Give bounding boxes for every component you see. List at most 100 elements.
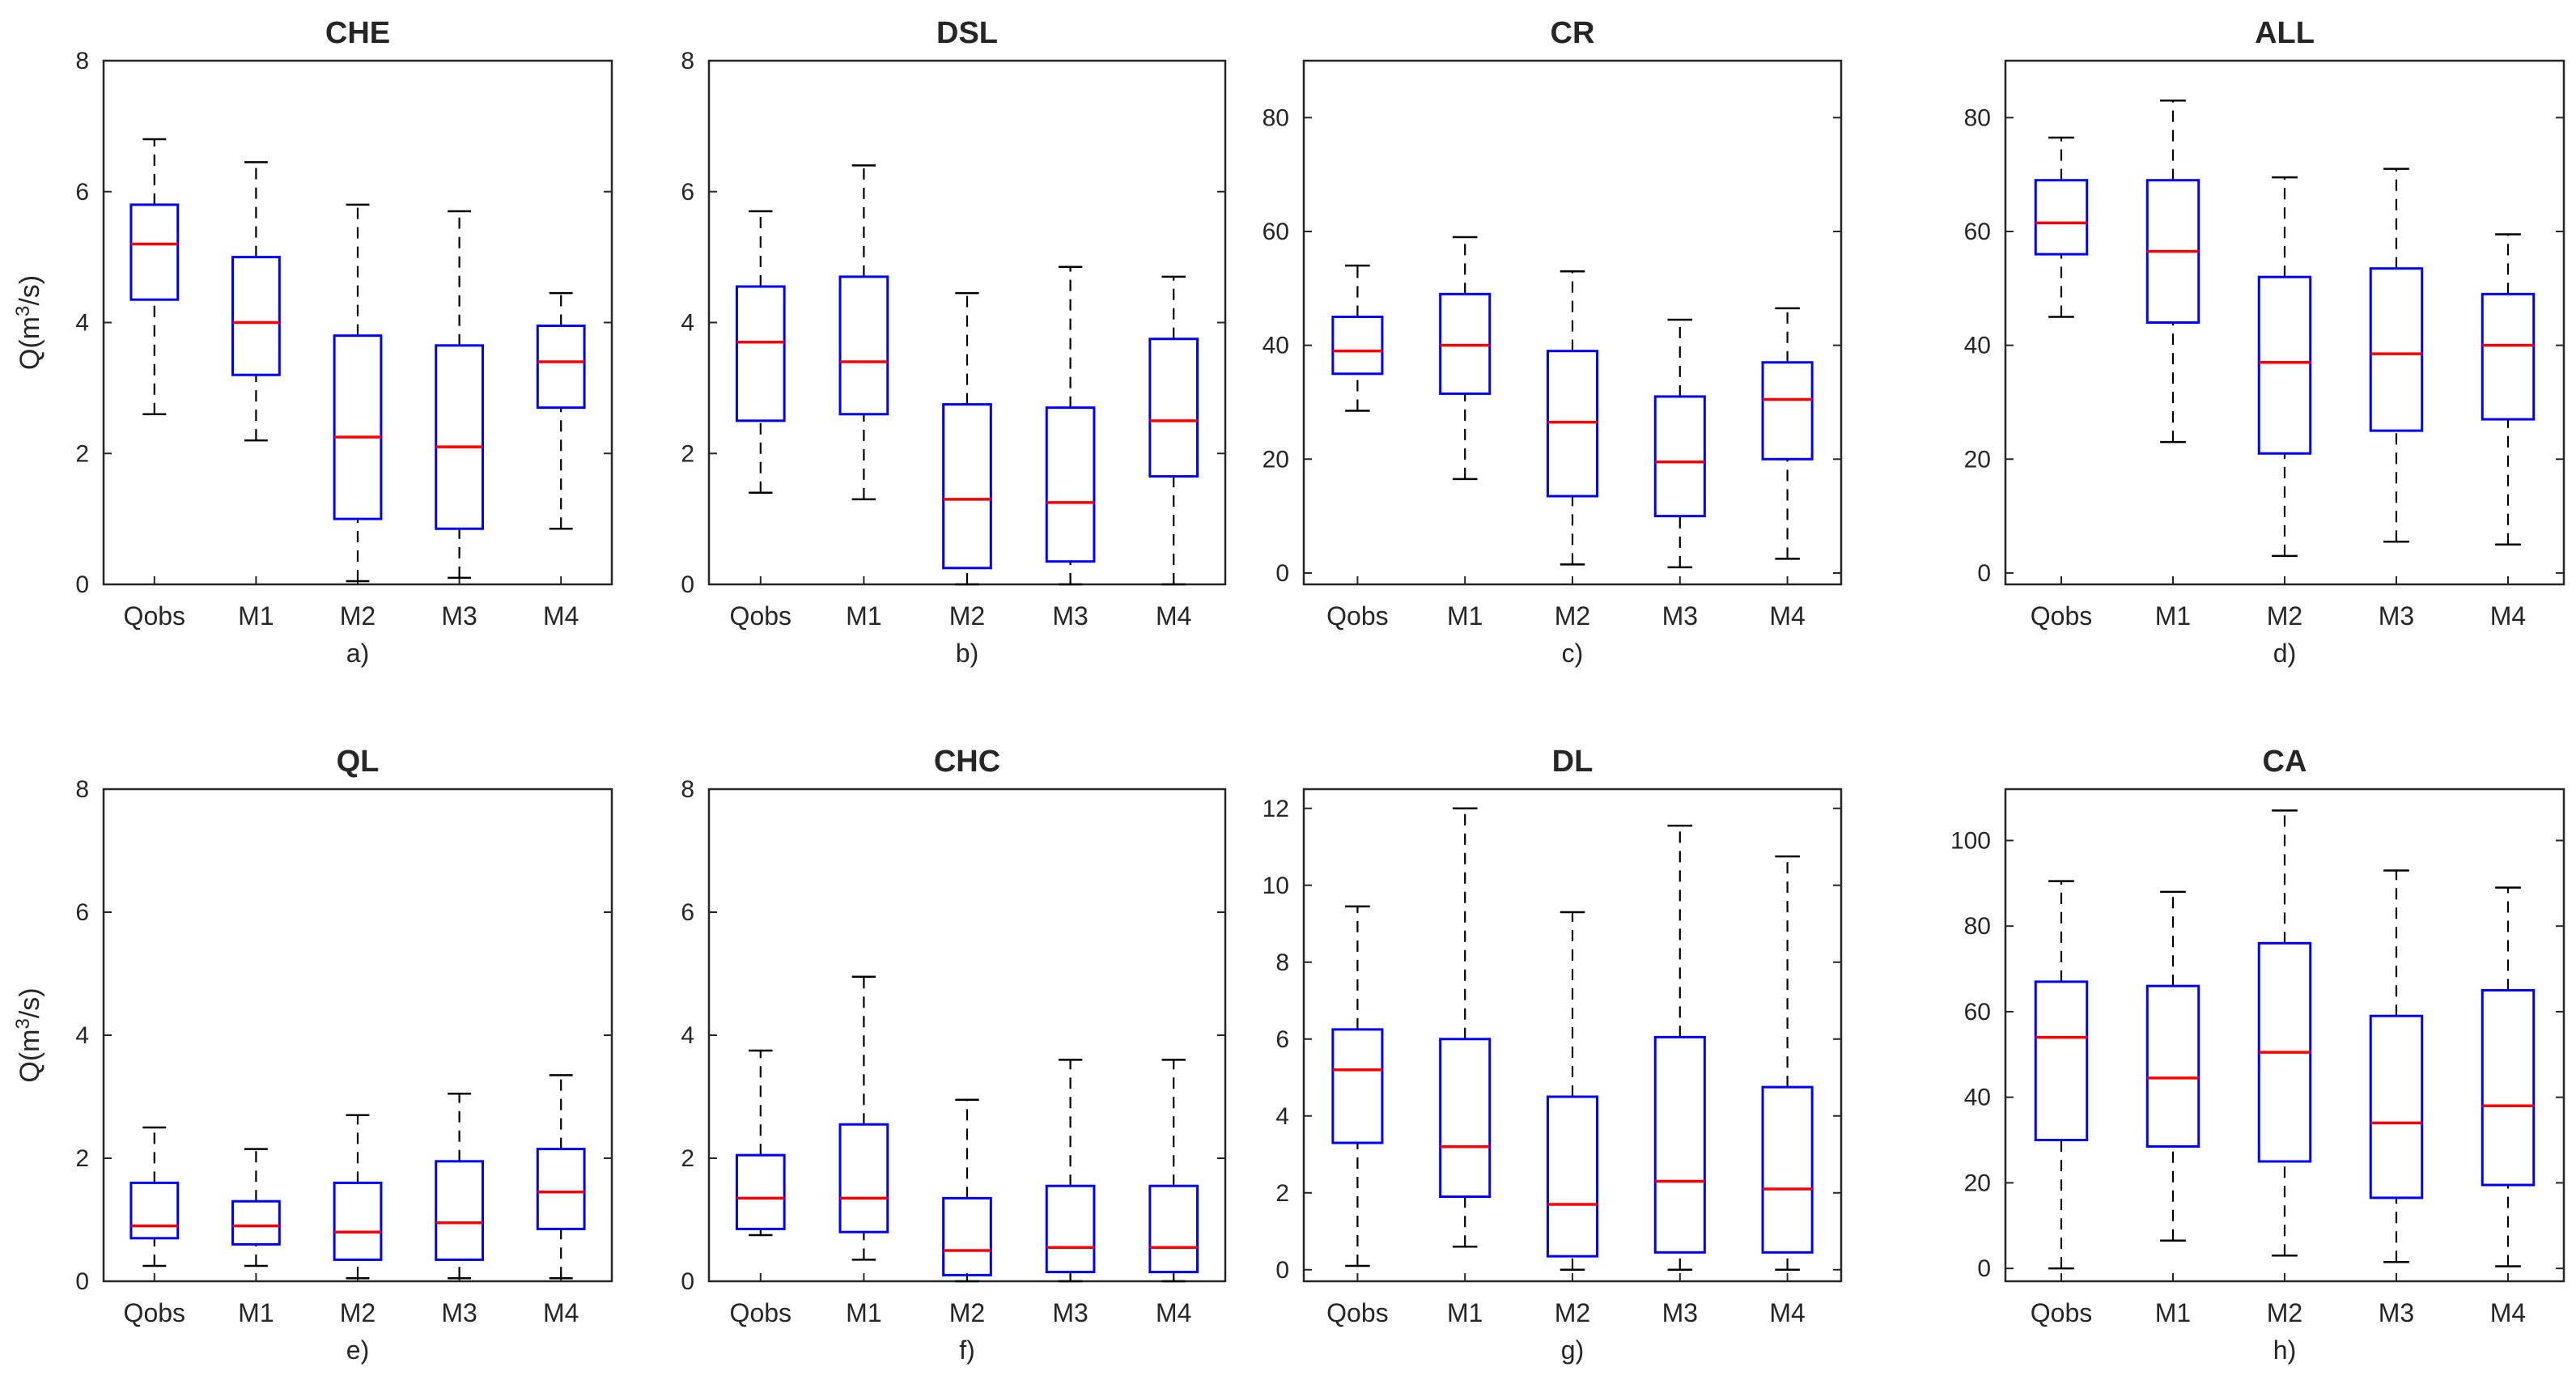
y-tick-label: 4 [1275, 1103, 1289, 1130]
x-tick-label: M1 [846, 601, 881, 631]
iqr-box [333, 1181, 383, 1261]
plot-frame [102, 59, 613, 586]
panel-caption: f) [959, 1335, 975, 1365]
y-axis-label-part: 3 [12, 306, 34, 316]
x-tick-label: M1 [238, 601, 274, 631]
panel-ql: 0 2 4 6 8 Qobs M1 M2 M3 M4 QL e) Q(m3/s) [12, 745, 613, 1365]
iqr-box [435, 344, 484, 530]
panel-all: 0 20 40 60 80 Qobs M1 M2 M3 M4 ALL d) [1964, 16, 2565, 668]
box-m1 [1439, 807, 1492, 1248]
y-tick-label: 4 [681, 310, 694, 337]
y-axis-label: Q(m3/s) [12, 275, 45, 370]
box-m1 [1439, 236, 1492, 481]
x-tick-label: M3 [441, 1298, 477, 1327]
iqr-box [942, 403, 992, 570]
box-m4 [1761, 307, 1814, 560]
x-tick-label: M3 [1052, 1298, 1088, 1327]
y-tick-label: 8 [681, 776, 694, 803]
x-tick-label: Qobs [124, 601, 185, 631]
box-m4 [2481, 886, 2536, 1267]
x-tick-label: M2 [949, 1298, 985, 1327]
box-m3 [1045, 1059, 1096, 1283]
box-m4 [536, 1074, 586, 1280]
y-tick-label: 0 [1977, 560, 1991, 587]
x-tick-label: M2 [2267, 1298, 2302, 1327]
box-qobs [735, 1049, 786, 1237]
panel-caption: c) [1562, 639, 1584, 668]
y-tick-label: 2 [1275, 1180, 1289, 1207]
panel-che: 0 2 4 6 8 Qobs M1 M2 M3 M4 CHE a) Q(m3/s) [12, 16, 613, 668]
box-m4 [1148, 1059, 1199, 1283]
y-axis-label-part: /s) [15, 275, 45, 306]
iqr-box [1761, 1085, 1814, 1254]
panel-caption: h) [2273, 1335, 2296, 1365]
panel-title: QL [337, 745, 380, 779]
y-tick-label: 80 [1263, 104, 1289, 131]
y-tick-label: 2 [75, 440, 89, 467]
iqr-box [1045, 1184, 1096, 1274]
x-tick-label: M4 [1769, 1298, 1805, 1327]
iqr-box [1331, 1028, 1384, 1144]
iqr-box [735, 285, 786, 422]
x-tick-label: M3 [441, 601, 477, 631]
iqr-box [333, 334, 383, 520]
x-tick-label: M2 [340, 1298, 376, 1327]
y-tick-label: 2 [681, 1145, 694, 1172]
y-tick-label: 4 [75, 310, 89, 337]
iqr-box [1653, 395, 1706, 518]
box-m3 [1653, 824, 1706, 1271]
x-tick-label: M4 [1156, 601, 1191, 631]
x-tick-label: M2 [2267, 601, 2302, 631]
x-tick-label: M1 [2155, 601, 2191, 631]
y-tick-label: 0 [1275, 560, 1289, 587]
iqr-box [1546, 350, 1599, 498]
x-tick-label: M2 [340, 601, 376, 631]
iqr-box [231, 256, 281, 376]
x-tick-label: M4 [1769, 601, 1805, 631]
x-tick-label: M4 [543, 601, 579, 631]
box-qobs [2034, 880, 2089, 1270]
x-tick-label: Qobs [2031, 1298, 2092, 1327]
box-m1 [231, 161, 281, 442]
y-tick-label: 4 [75, 1022, 89, 1049]
y-tick-label: 0 [75, 1268, 89, 1295]
iqr-box [1546, 1095, 1599, 1258]
x-tick-label: Qobs [124, 1298, 185, 1327]
box-qobs [735, 210, 786, 495]
panel-cr: 0 20 40 60 80 Qobs M1 M2 M3 M4 CR c) [1263, 16, 1843, 668]
box-m2 [2257, 809, 2312, 1257]
x-tick-label: Qobs [1326, 1298, 1388, 1327]
y-tick-label: 2 [75, 1145, 89, 1172]
x-tick-label: M4 [1156, 1298, 1191, 1327]
iqr-box [1331, 315, 1384, 376]
box-m2 [942, 1098, 992, 1283]
iqr-box [2481, 292, 2536, 421]
iqr-box [2034, 179, 2089, 256]
box-qobs [2034, 136, 2089, 318]
y-tick-label: 0 [1977, 1255, 1991, 1282]
x-tick-label: M2 [1555, 1298, 1590, 1327]
box-m1 [231, 1148, 281, 1267]
y-tick-label: 8 [1275, 949, 1289, 976]
y-tick-label: 6 [1275, 1026, 1289, 1053]
panel-title: CR [1551, 16, 1595, 50]
x-tick-label: Qobs [1326, 601, 1388, 631]
box-qobs [129, 138, 180, 415]
panel-caption: e) [346, 1335, 369, 1365]
x-tick-label: M1 [1447, 1298, 1483, 1327]
box-m3 [435, 210, 484, 580]
x-tick-label: M1 [846, 1298, 881, 1327]
x-tick-label: Qobs [2031, 601, 2092, 631]
panel-ca: 0 20 40 60 80 100 Qobs M1 M2 M3 M4 CA h) [1950, 745, 2565, 1365]
x-tick-label: M3 [1052, 601, 1088, 631]
y-tick-label: 20 [1263, 446, 1289, 473]
iqr-box [1761, 361, 1814, 461]
iqr-box [2034, 980, 2089, 1142]
box-m1 [2145, 99, 2200, 444]
iqr-box [1045, 406, 1096, 563]
plot-frame [707, 788, 1227, 1283]
box-m3 [435, 1092, 484, 1280]
x-tick-label: M1 [2155, 1298, 2191, 1327]
y-tick-label: 40 [1964, 1085, 1991, 1111]
y-tick-label: 8 [75, 776, 89, 803]
